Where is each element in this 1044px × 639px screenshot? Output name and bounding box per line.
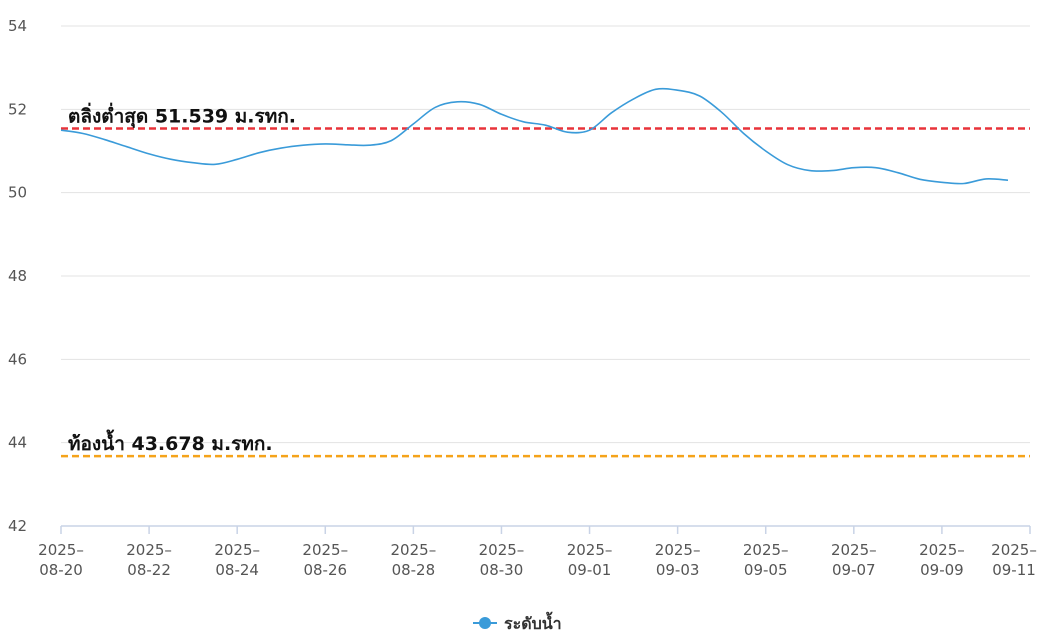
y-tick-label: 48 (8, 267, 27, 285)
x-tick-label-date: 08-28 (392, 561, 436, 579)
series-line-water-level (60, 87, 1009, 185)
y-tick-label: 54 (8, 17, 27, 35)
x-tick-label-year: 2025– (743, 541, 789, 559)
x-tick-label-year: 2025– (302, 541, 348, 559)
x-tick-label-year: 2025– (831, 541, 877, 559)
series-layer (60, 87, 1009, 185)
x-tick-label-date: 08-26 (303, 561, 347, 579)
x-tick-label-date: 09-01 (568, 561, 612, 579)
x-tick-label-date: 08-20 (39, 561, 83, 579)
y-axis: 42 44 46 48 50 52 54 (8, 17, 27, 535)
x-tick-label-year: 2025– (919, 541, 965, 559)
riverbed-level-label: ท้องน้ำ 43.678 ม.รทก. (68, 429, 273, 455)
legend-marker-icon (479, 617, 491, 629)
x-tick-label-year: 2025– (214, 541, 260, 559)
x-tick-label-date: 09-03 (656, 561, 700, 579)
x-tick-label-year: 2025– (567, 541, 613, 559)
legend-label: ระดับน้ำ (504, 611, 562, 633)
x-tick-label-year: 2025– (391, 541, 437, 559)
x-tick-label-date: 09-07 (832, 561, 876, 579)
x-tick-label-date: 08-30 (480, 561, 524, 579)
x-tick-label-date: 08-22 (127, 561, 171, 579)
x-tick-label-date: 09-05 (744, 561, 788, 579)
y-tick-label: 44 (8, 434, 27, 452)
x-tick-label-date: 09-11 (992, 561, 1036, 579)
y-tick-label: 42 (8, 517, 27, 535)
x-axis: 2025– 08-20 2025– 08-22 2025– 08-24 2025– 08-26… (38, 525, 1037, 579)
x-tick-label-year: 2025– (126, 541, 172, 559)
y-tick-label: 50 (8, 184, 27, 202)
legend[interactable]: ระดับน้ำ (473, 611, 562, 633)
x-tick-label-year: 2025– (655, 541, 701, 559)
reference-lines: ตลิ่งต่ำสุด 51.539 ม.รทก. ท้องน้ำ 43.678 … (61, 103, 1030, 458)
grid-lines (61, 25, 1030, 527)
bank-level-label: ตลิ่งต่ำสุด 51.539 ม.รทก. (68, 103, 296, 129)
y-tick-label: 52 (8, 100, 27, 118)
x-tick-label-year: 2025– (991, 541, 1037, 559)
x-tick-label-year: 2025– (479, 541, 525, 559)
x-tick-label-date: 08-24 (215, 561, 259, 579)
y-tick-label: 46 (8, 350, 27, 368)
x-tick-label-date: 09-09 (920, 561, 964, 579)
x-tick-label-year: 2025– (38, 541, 84, 559)
